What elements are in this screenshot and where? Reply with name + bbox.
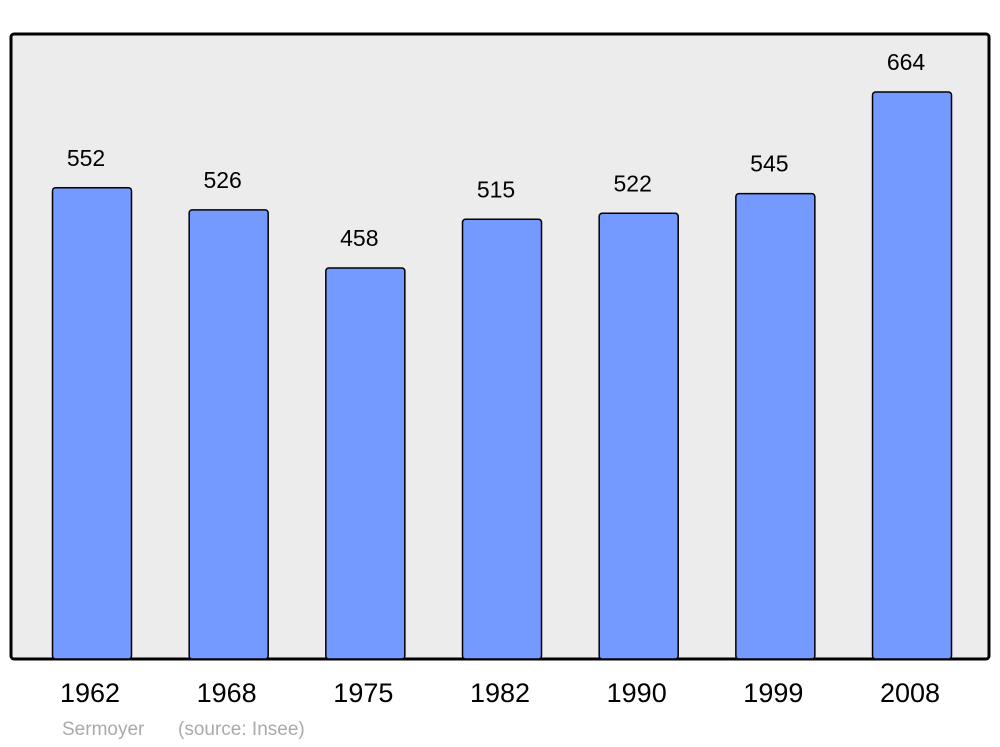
x-tick-label: 1999 xyxy=(743,678,803,708)
x-tick-label: 2008 xyxy=(880,678,940,708)
x-tick-label: 1990 xyxy=(607,678,667,708)
value-label: 515 xyxy=(477,176,515,202)
value-label: 526 xyxy=(203,167,241,193)
bar xyxy=(871,91,953,660)
bar xyxy=(325,267,406,660)
source-note: (source: Insee) xyxy=(178,719,305,740)
x-tick-label: 1962 xyxy=(60,678,120,708)
bar xyxy=(51,186,133,660)
bar xyxy=(735,192,816,660)
bar xyxy=(188,209,269,660)
x-tick-label: 1968 xyxy=(197,678,257,708)
value-label: 522 xyxy=(613,170,651,196)
x-tick-label: 1982 xyxy=(470,678,530,708)
x-tick-label: 1975 xyxy=(333,678,393,708)
value-label: 664 xyxy=(887,49,926,75)
value-label: 552 xyxy=(67,145,105,171)
value-label: 458 xyxy=(340,225,378,251)
bar xyxy=(598,212,679,660)
bar xyxy=(461,218,543,660)
commune-name: Sermoyer xyxy=(62,719,145,740)
value-label: 545 xyxy=(750,151,788,177)
